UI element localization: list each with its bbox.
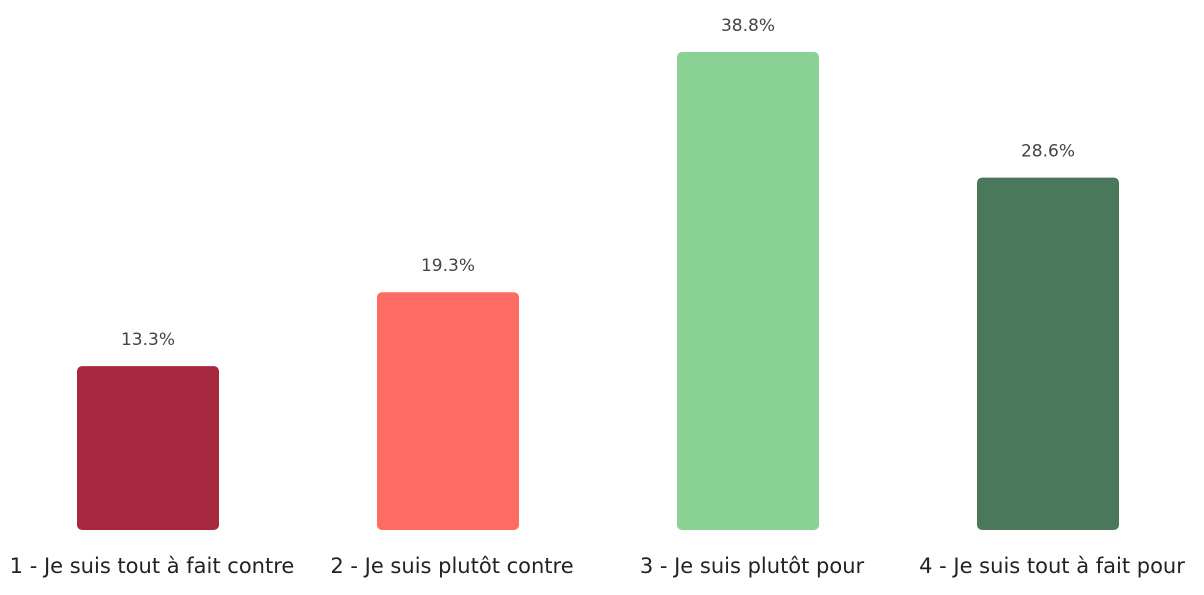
value-label: 28.6% [1021, 142, 1075, 162]
bar [977, 177, 1119, 530]
x-tick-label: 2 - Je suis plutôt contre [330, 554, 573, 578]
x-tick-label: 3 - Je suis plutôt pour [640, 554, 865, 578]
x-tick-label: 1 - Je suis tout à fait contre [10, 554, 295, 578]
value-label: 38.8% [721, 16, 775, 36]
bar [77, 366, 219, 530]
bar [677, 52, 819, 530]
x-tick-label: 4 - Je suis tout à fait pour [919, 554, 1185, 578]
value-label: 19.3% [421, 256, 475, 276]
bar [377, 292, 519, 530]
value-label: 13.3% [121, 330, 175, 350]
